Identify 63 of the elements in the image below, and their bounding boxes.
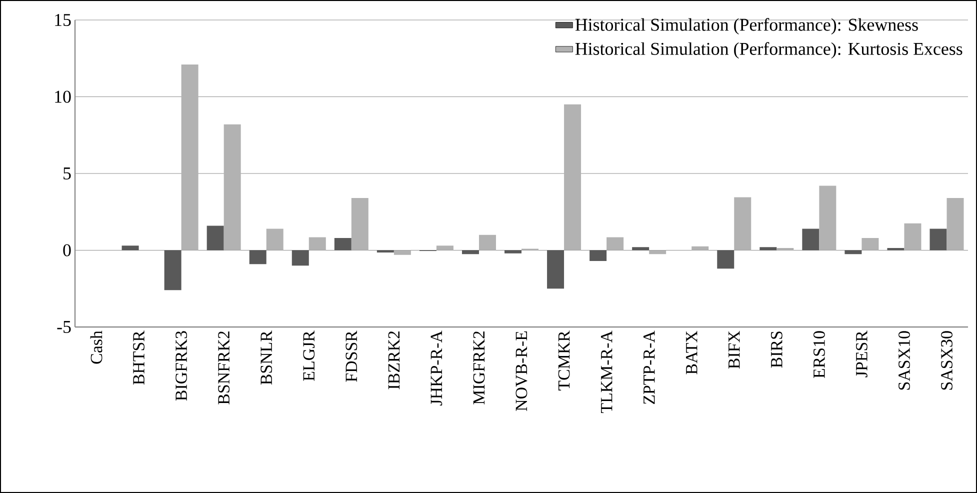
bar (590, 250, 607, 261)
x-tick-label: ZPTP-R-A (643, 330, 655, 404)
bar (692, 246, 709, 250)
bar (632, 247, 650, 250)
bar (606, 237, 624, 250)
x-tick-label: BIGFRK3 (176, 331, 188, 401)
bar (564, 104, 582, 250)
bar (887, 248, 904, 250)
bar (649, 250, 666, 254)
x-tick-label: MIGFRK2 (473, 331, 485, 404)
bar (351, 198, 368, 250)
x-tick-label: ELGJR (303, 330, 315, 381)
bar (122, 246, 139, 250)
x-tick-label: TLKM-R-A (600, 330, 612, 413)
x-tick-label: BIRS (770, 332, 782, 368)
x-tick-label: BATX (686, 330, 698, 374)
bar (224, 124, 241, 250)
x-tick-label: BSNFRK2 (218, 331, 230, 404)
bar (946, 198, 964, 250)
legend-label: Historical Simulation (Performance): Skewness (575, 18, 918, 34)
x-tick-label: SASX10 (898, 331, 910, 390)
x-tick-label: BSNLR (260, 330, 272, 385)
bar (904, 223, 922, 250)
bar (862, 238, 879, 250)
x-tick-label: BIFX (728, 330, 740, 369)
legend-label: Historical Simulation (Performance): Kurtosis Excess (575, 42, 962, 59)
y-tick-label: 10 (55, 90, 71, 103)
y-tick-label: 0 (63, 244, 71, 256)
bar (547, 250, 564, 289)
x-tick-label: JPESR (856, 330, 868, 378)
bar (717, 250, 734, 269)
y-tick-label: 5 (64, 168, 71, 180)
x-tick-label: Cash (90, 330, 102, 364)
bar (504, 250, 522, 254)
x-tick-label: FDSSR (346, 330, 358, 382)
bar (334, 238, 352, 250)
bar (394, 250, 411, 255)
x-tick-label: TCMKR (558, 330, 570, 390)
bar (802, 228, 820, 250)
bar (930, 228, 947, 250)
x-tick-label: JHKP-R-A (430, 330, 442, 406)
bar (776, 248, 794, 250)
bar (181, 64, 198, 250)
bar (436, 246, 454, 250)
bar (164, 250, 182, 290)
bar (734, 197, 752, 250)
bar (462, 250, 479, 254)
y-tick-label: -5 (57, 321, 71, 333)
x-tick-label: ERS10 (813, 331, 825, 378)
bar (266, 228, 284, 250)
bar (760, 247, 777, 250)
x-tick-label: NOVB-R-E (516, 331, 528, 411)
bar (478, 234, 496, 250)
bar (249, 250, 266, 264)
bar (292, 250, 309, 266)
bar (206, 226, 224, 250)
bar (308, 237, 326, 250)
bar (819, 186, 836, 250)
bar (844, 250, 862, 254)
y-tick-label: 15 (55, 14, 71, 26)
x-tick-label: BHTSR (133, 330, 144, 385)
x-tick-label: SASX30 (941, 331, 952, 390)
x-tick-label: IBZRK2 (388, 331, 400, 390)
